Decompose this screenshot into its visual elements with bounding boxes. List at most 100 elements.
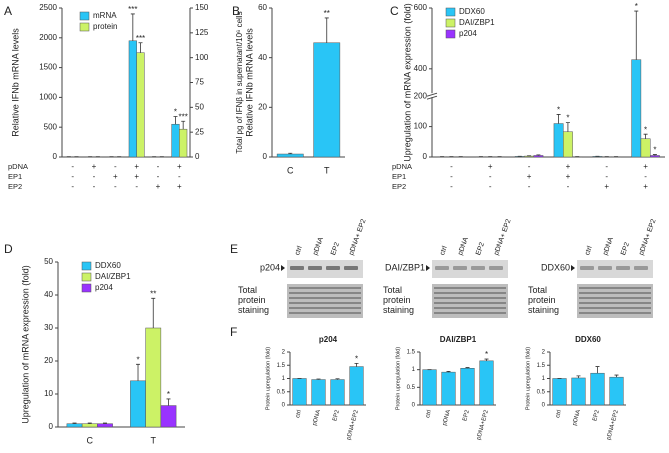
blot-band [435, 266, 449, 270]
bar [81, 423, 98, 428]
y-tick-label: 60 [258, 3, 267, 12]
error-bar [181, 120, 186, 130]
x-tick-label: ctrl [555, 409, 563, 418]
legend-swatch [79, 22, 90, 32]
error-bar [166, 398, 171, 406]
bar [292, 378, 307, 406]
y-tick-label: 10 [44, 389, 53, 398]
condition-value: + [566, 172, 571, 181]
error-bar [556, 114, 561, 124]
lane-label: EP2 [620, 241, 631, 256]
y-tick-label: 1.5 [537, 363, 546, 369]
y-tick-label: 1.5 [277, 363, 286, 369]
blot-arrow [281, 265, 285, 271]
y-tick-label: 500 [44, 122, 58, 131]
condition-value: - [114, 162, 117, 171]
significance: ** [324, 9, 330, 18]
bar [649, 155, 660, 158]
significance: *** [128, 5, 137, 14]
blot-label: DDX60 [541, 262, 570, 272]
bar [311, 379, 326, 406]
bar [563, 131, 573, 158]
condition-value: + [643, 162, 648, 171]
panel-letter: A [4, 4, 12, 18]
error-bar [138, 42, 143, 53]
x-tick-label: pDNA+EP2 [476, 409, 490, 441]
y2-axis-label: Total pg of IFNβ in supernatant/10⁶ cell… [235, 11, 244, 153]
lane-label: pDNA+ EP2 [493, 218, 513, 256]
y-tick-label: 2 [282, 350, 286, 356]
y2-tick-label: 125 [195, 28, 209, 37]
lane-label: ctrl [439, 245, 449, 257]
x-tick-label: EP2 [332, 409, 341, 422]
panel-letter: B [232, 4, 240, 18]
blot-image [577, 260, 653, 278]
error-bar [102, 422, 107, 424]
error-bar [354, 362, 359, 367]
error-bar [652, 154, 657, 156]
condition-value: + [566, 162, 571, 171]
condition-value: + [156, 182, 161, 191]
legend-label: DDX60 [95, 261, 121, 270]
error-bar [614, 374, 619, 378]
bar [571, 377, 586, 406]
y-tick-label: 50 [44, 257, 53, 266]
lane-label: pDNA [602, 236, 615, 256]
lane-label: EP2 [330, 241, 341, 256]
error-bar [446, 371, 451, 373]
bar [609, 376, 624, 406]
stain-image [287, 284, 363, 318]
legend-label: p204 [95, 283, 113, 292]
condition-value: - [71, 182, 74, 191]
bar [552, 378, 567, 406]
condition-name: pDNA [392, 162, 412, 171]
significance: * [485, 350, 488, 359]
y-tick-label: 20 [258, 102, 267, 111]
bar [460, 368, 475, 406]
condition-value: + [604, 182, 609, 191]
panel-letter: D [4, 242, 13, 256]
bar [179, 128, 188, 158]
x-tick-label: ctrl [425, 409, 433, 418]
y2-tick-label: 150 [195, 3, 209, 12]
x-tick-label: pDNA [572, 409, 582, 426]
error-bar [335, 378, 340, 380]
condition-value: - [605, 162, 608, 171]
condition-value: - [157, 162, 160, 171]
y-tick-label: 0.5 [407, 385, 416, 391]
blot-band [290, 266, 304, 270]
y2-tick-label: 75 [195, 78, 204, 87]
y2-tick-label: 0 [195, 152, 200, 161]
axis-break [426, 95, 438, 100]
lane-label: pDNA+ EP2 [638, 218, 658, 256]
y-tick-label: 100 [414, 122, 428, 131]
lane-label: EP2 [475, 241, 486, 256]
x-tick-label: pDNA [312, 409, 322, 426]
legend-swatch [445, 29, 456, 39]
y-tick-label: 0 [423, 152, 428, 161]
bar [330, 379, 345, 406]
condition-value: - [489, 182, 492, 191]
condition-name: EP2 [8, 182, 22, 191]
condition-value: - [528, 182, 531, 191]
y2-tick-label: 100 [195, 53, 209, 62]
y-tick-label: 2000 [39, 33, 57, 42]
condition-value: - [489, 172, 492, 181]
chart-title: DAI/ZBP1 [440, 335, 477, 344]
blot-arrow [571, 265, 575, 271]
blot-band [326, 266, 340, 270]
y-tick-label: 1 [412, 367, 416, 373]
error-bar [316, 378, 321, 380]
condition-value: - [135, 182, 138, 191]
bar [66, 423, 83, 428]
error-bar [595, 366, 600, 374]
lane-label: pDNA [312, 236, 325, 256]
error-bar [130, 13, 135, 41]
legend-label: protein [93, 22, 117, 31]
y-tick-label: 2500 [39, 3, 57, 12]
bar [130, 380, 146, 428]
condition-value: + [488, 162, 493, 171]
lane-label: ctrl [584, 245, 594, 257]
legend-label: mRNA [93, 11, 117, 20]
legend-label: p204 [459, 29, 477, 38]
